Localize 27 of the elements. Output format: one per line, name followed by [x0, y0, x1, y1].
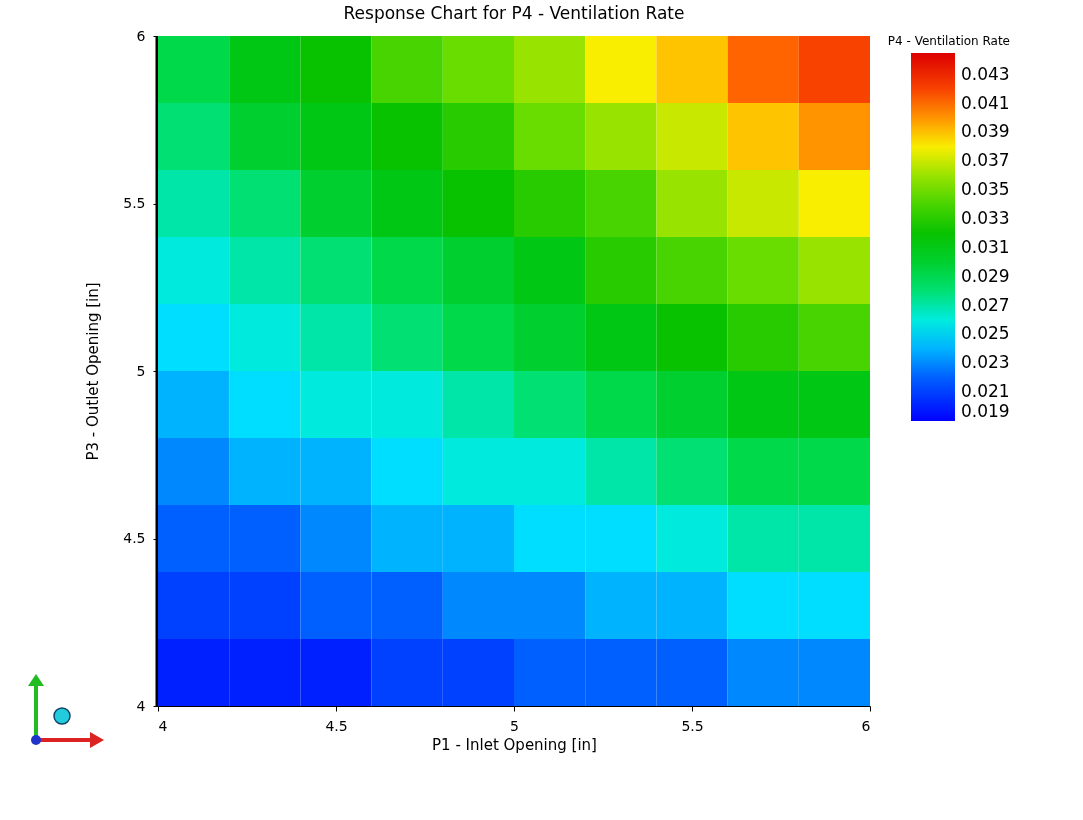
chart-title: Response Chart for P4 - Ventilation Rate: [343, 3, 685, 23]
color-bar-label: 0.025: [961, 323, 1010, 344]
color-bar-label: 0.021: [961, 381, 1010, 402]
x-tick-label: 5: [510, 717, 519, 734]
color-bar-label: 0.029: [961, 265, 1010, 286]
color-bar-label: 0.041: [961, 92, 1010, 113]
color-bar-label: 0.027: [961, 294, 1010, 315]
color-bar-label: 0.023: [961, 352, 1010, 373]
x-axis-title: P1 - Inlet Opening [in]: [432, 735, 597, 754]
color-bar-label: 0.043: [961, 63, 1010, 84]
color-bar-title: P4 - Ventilation Rate: [887, 34, 1010, 48]
color-bar-label: 0.039: [961, 121, 1010, 142]
x-tick-label: 5.5: [681, 717, 704, 734]
y-tick-label: 6: [136, 27, 146, 44]
y-tick-label: 4: [136, 697, 146, 714]
color-bar-label: 0.037: [961, 150, 1010, 171]
color-bar-label: 0.033: [961, 207, 1010, 228]
x-tick-label: 4: [158, 717, 168, 734]
x-tick-label: 4.5: [325, 717, 348, 734]
color-bar-label: 0.035: [961, 179, 1010, 200]
color-bar-label: 0.019: [961, 401, 1010, 421]
y-tick-label: 4.5: [123, 530, 146, 546]
y-tick-label: 5.5: [123, 195, 146, 211]
y-tick-label: 5: [136, 362, 146, 379]
y-axis-title: P3 - Outlet Opening [in]: [84, 282, 103, 461]
x-tick-label: 6: [861, 717, 871, 734]
color-bar-label: 0.031: [961, 236, 1010, 257]
